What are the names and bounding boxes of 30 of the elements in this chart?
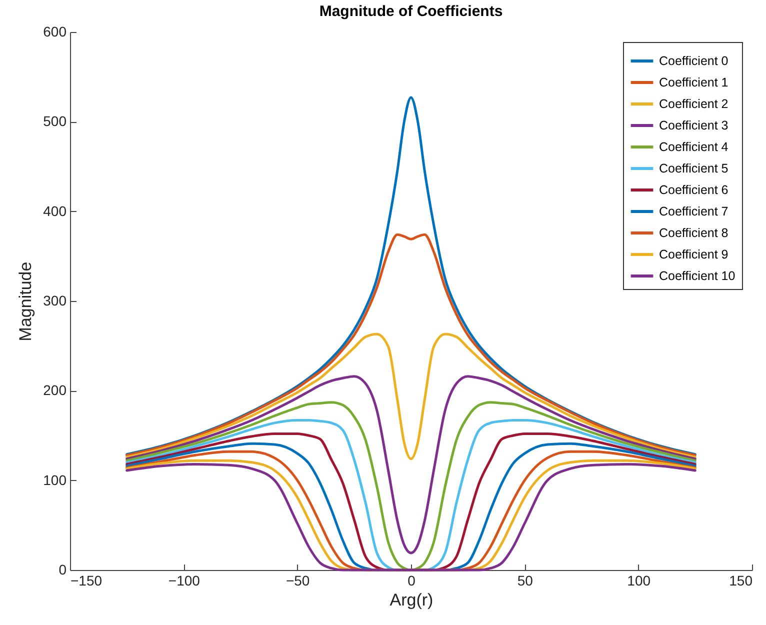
y-axis-title: Magnitude xyxy=(16,262,36,342)
x-tick-label: −150 xyxy=(70,572,102,588)
legend-label: Coefficient 8 xyxy=(659,226,728,240)
legend-label: Coefficient 10 xyxy=(659,269,736,283)
legend-label: Coefficient 9 xyxy=(659,248,728,262)
y-tick-label: 500 xyxy=(43,113,67,130)
x-tick-label: −50 xyxy=(286,572,310,588)
x-tick-label: 100 xyxy=(627,572,651,588)
legend-label: Coefficient 3 xyxy=(659,118,728,132)
y-tick-label: 400 xyxy=(43,202,67,219)
x-tick-label: 50 xyxy=(517,572,534,588)
chart-title: Magnitude of Coefficients xyxy=(319,3,503,20)
legend-label: Coefficient 1 xyxy=(659,76,728,90)
y-tick-label: 100 xyxy=(43,472,67,488)
x-tick-label: 150 xyxy=(729,572,753,588)
line-series xyxy=(126,332,696,460)
x-axis-title: Arg(r) xyxy=(390,590,434,610)
y-tick-label: 200 xyxy=(43,382,67,398)
line-series xyxy=(126,375,696,554)
y-tick-label: 600 xyxy=(43,24,67,40)
y-tick-label: 0 xyxy=(58,562,67,578)
legend-label: Coefficient 7 xyxy=(659,204,728,218)
legend-label: Coefficient 4 xyxy=(659,140,728,154)
legend-label: Coefficient 5 xyxy=(659,162,728,176)
x-tick-label: 0 xyxy=(408,572,416,588)
x-tick-label: −100 xyxy=(168,572,200,588)
y-tick-label: 300 xyxy=(43,292,67,308)
legend-label: Coefficient 2 xyxy=(659,97,728,111)
legend-label: Coefficient 6 xyxy=(659,183,728,197)
legend-label: Coefficient 0 xyxy=(659,54,728,68)
